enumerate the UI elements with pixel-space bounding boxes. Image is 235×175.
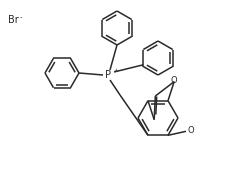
Text: O: O — [170, 76, 177, 85]
Text: +: + — [113, 68, 118, 72]
Text: Br: Br — [8, 15, 19, 25]
Text: O: O — [188, 126, 195, 135]
Text: -: - — [20, 14, 23, 20]
Text: P: P — [105, 70, 111, 80]
